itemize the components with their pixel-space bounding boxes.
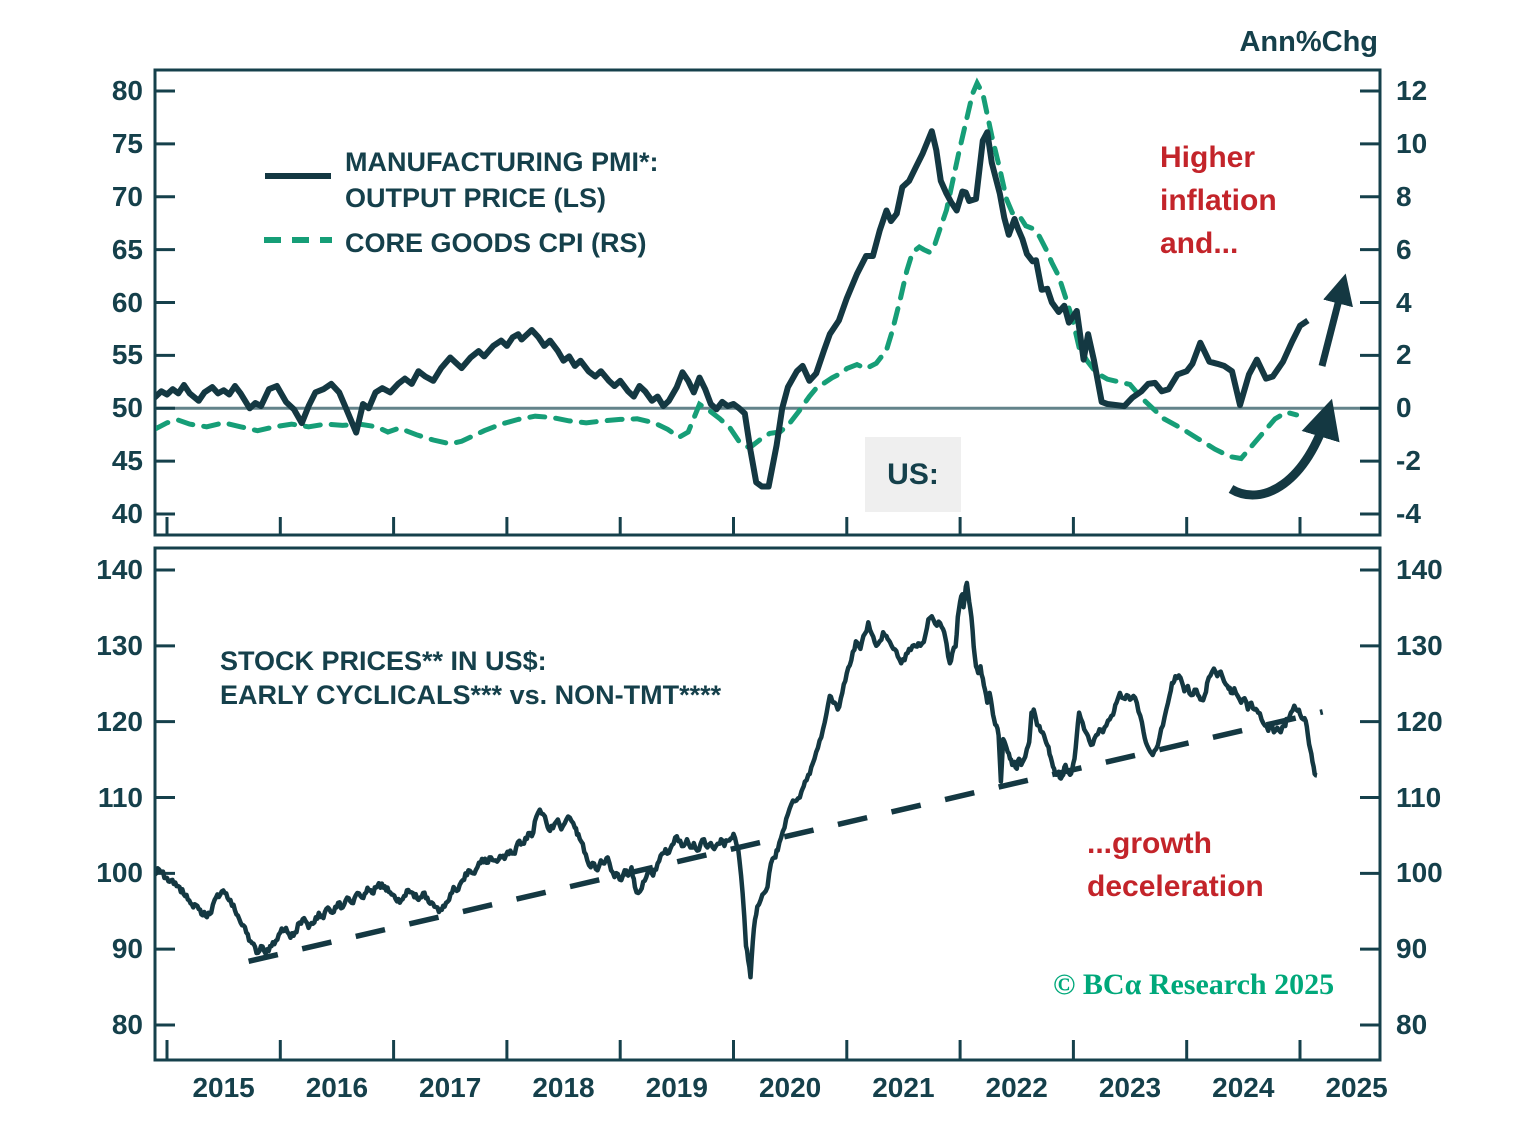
tick-label: 80 (111, 1009, 143, 1040)
tick-label: 130 (1396, 629, 1443, 661)
annotation-line: inflation (1160, 184, 1277, 217)
annotation-line: Higher (1160, 141, 1256, 174)
tick-label: 60 (111, 286, 143, 318)
tick-label: 55 (111, 339, 143, 371)
legend-series2-label: CORE GOODS CPI (RS) (345, 228, 647, 258)
tick-label: 100 (1396, 857, 1443, 889)
bottom-panel-label-line1: STOCK PRICES** IN US$: (220, 646, 547, 676)
tick-label: 90 (1396, 933, 1428, 965)
x-axis-year-label: 2021 (872, 1072, 935, 1103)
tick-label: 120 (96, 705, 143, 737)
tick-label: 140 (1396, 554, 1443, 585)
tick-label: 110 (1396, 781, 1442, 813)
tick-label: 120 (1396, 705, 1443, 737)
annotation-higher-inflation: Higher inflation and... (1160, 136, 1277, 265)
tick-label: 90 (111, 933, 143, 965)
annotation-line: ...growth (1087, 827, 1212, 860)
x-axis-year-label: 2017 (419, 1072, 482, 1103)
tick-label: -4 (1396, 498, 1421, 529)
tick-label: 70 (111, 180, 143, 212)
tick-label: 2 (1396, 339, 1412, 371)
tick-label: 50 (111, 392, 143, 424)
x-axis-year-label: 2024 (1212, 1072, 1275, 1103)
tick-label: 40 (111, 498, 143, 529)
bottom-panel-label-line2: EARLY CYCLICALS*** vs. NON-TMT**** (220, 680, 722, 710)
x-axis-year-label: 2018 (532, 1072, 595, 1103)
legend-series1-line1: MANUFACTURING PMI*: (345, 147, 659, 177)
up-arrow-icon (1318, 273, 1353, 367)
tick-label: 100 (96, 857, 143, 889)
tick-label: 130 (96, 629, 143, 661)
curved-up-arrow-icon (1228, 398, 1340, 500)
x-axis-year-label: 2025 (1325, 1072, 1388, 1103)
annotation-growth-deceleration: ...growth deceleration (1087, 822, 1264, 908)
tick-label: 6 (1396, 233, 1412, 265)
region-label-us: US: (865, 437, 961, 512)
tick-label: 0 (1396, 392, 1412, 424)
tick-label: 65 (111, 233, 143, 265)
tick-label: 10 (1396, 127, 1428, 159)
legend-series1-line2: OUTPUT PRICE (LS) (345, 183, 606, 213)
legend-dashed-line-sample (264, 237, 332, 243)
tick-label: 110 (97, 781, 143, 813)
x-axis-year-label: 2019 (645, 1072, 708, 1103)
annotation-line: and... (1160, 227, 1239, 260)
tick-label: 140 (96, 554, 143, 585)
axis-unit-label: Ann%Chg (1239, 26, 1378, 58)
tick-label: 12 (1396, 75, 1428, 106)
tick-label: 75 (111, 127, 143, 159)
tick-label: 4 (1396, 286, 1412, 318)
tick-label: 80 (111, 75, 143, 106)
tick-label: 8 (1396, 180, 1412, 212)
x-axis-year-label: 2020 (758, 1072, 822, 1103)
x-axis-year-label: 2022 (985, 1072, 1048, 1103)
legend-solid-line-sample (265, 173, 331, 179)
tick-label: 80 (1396, 1009, 1428, 1040)
x-axis-year-label: 2016 (305, 1072, 369, 1103)
x-axis-year-label: 2015 (192, 1072, 255, 1103)
copyright-notice: © BCα Research 2025 (1053, 968, 1335, 1001)
tick-label: -2 (1396, 445, 1421, 477)
tick-label: 45 (111, 445, 143, 477)
annotation-line: deceleration (1087, 870, 1264, 903)
x-axis-year-label: 2023 (1098, 1072, 1162, 1103)
